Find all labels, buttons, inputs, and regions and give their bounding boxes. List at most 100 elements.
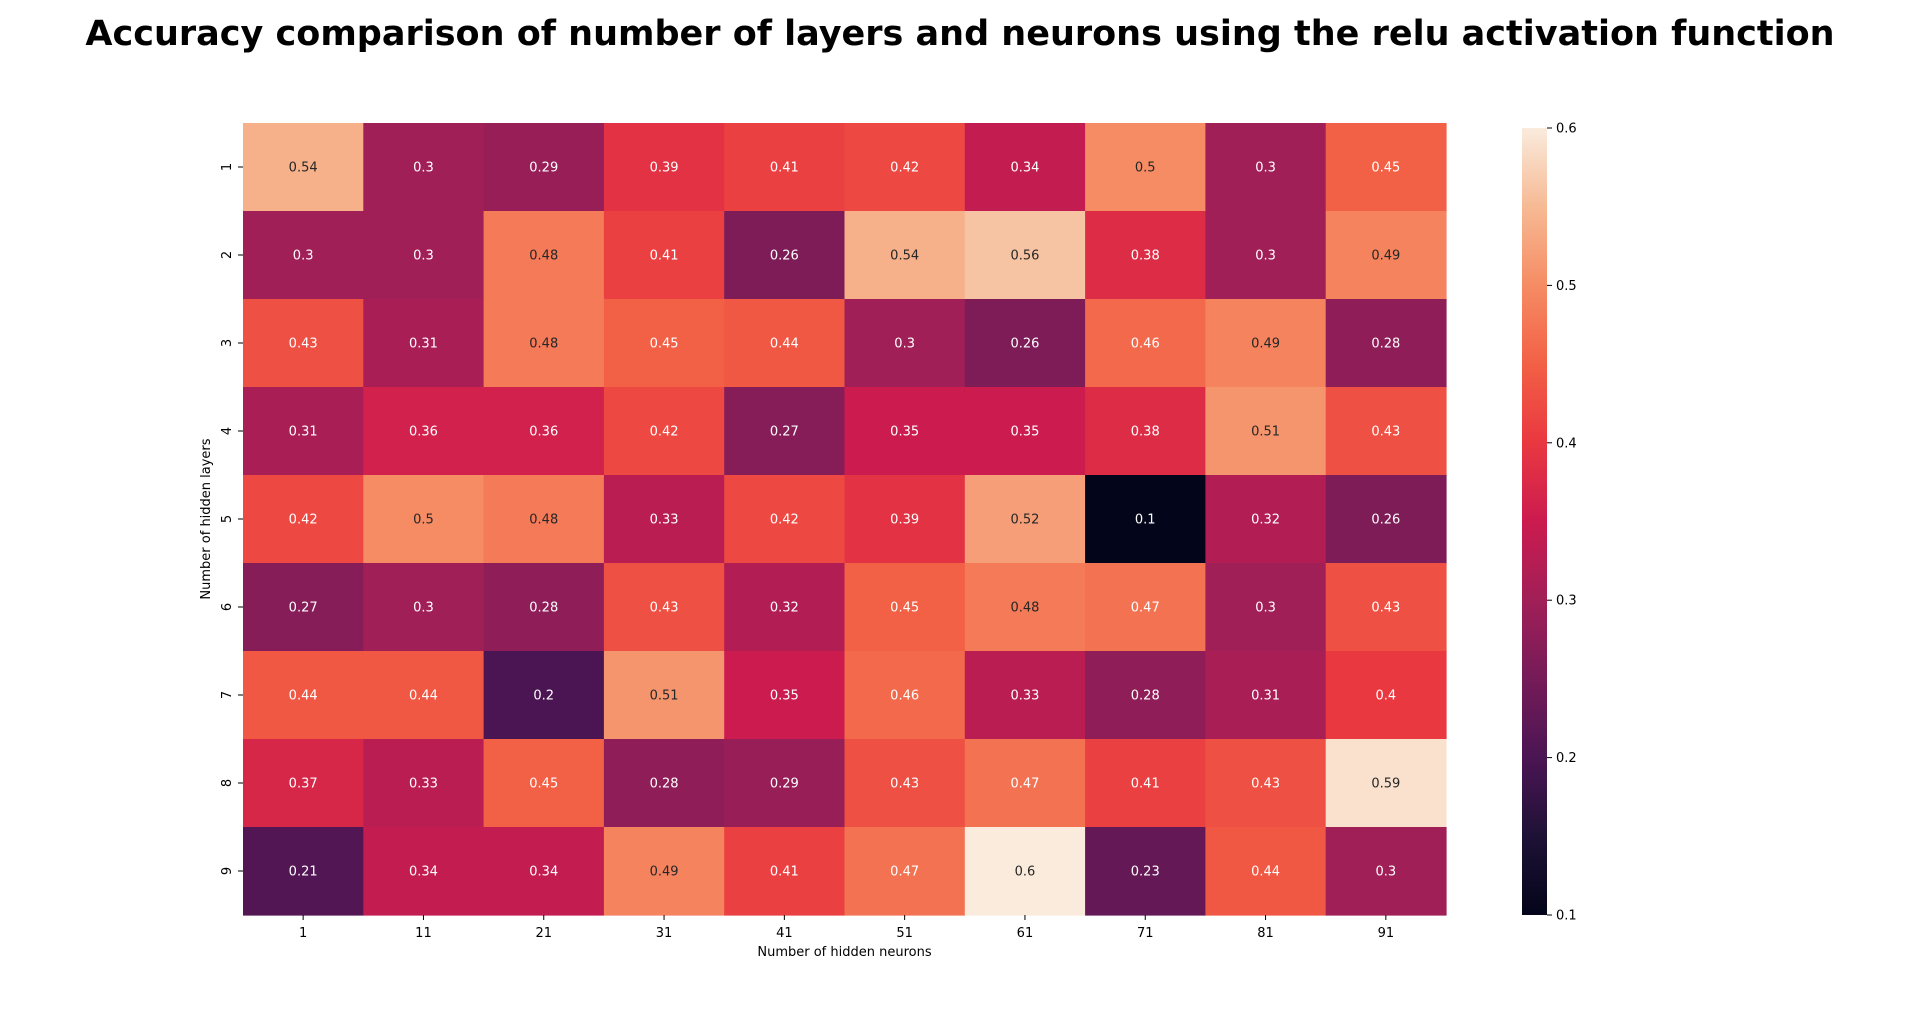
heatmap-cell (243, 651, 364, 740)
heatmap-cell (724, 651, 846, 740)
heatmap-cell (243, 563, 364, 652)
cell-value-label: 0.5 (1135, 161, 1156, 176)
cell-value-label: 0.38 (1131, 425, 1160, 440)
heatmap-cell (243, 387, 364, 476)
heatmap-cell (243, 123, 364, 212)
cell-value-label: 0.3 (894, 337, 915, 352)
x-tick-label: 31 (656, 926, 673, 941)
heatmap-cell (243, 739, 364, 828)
heatmap-cell (1205, 475, 1327, 564)
cell-value-label: 0.38 (1131, 249, 1160, 264)
heatmap-cell (363, 827, 485, 916)
heatmap-cell (603, 123, 725, 212)
cell-value-label: 0.46 (890, 689, 919, 704)
heatmap-cell (243, 299, 364, 388)
heatmap-cell (1205, 827, 1327, 916)
heatmap-cell (363, 299, 485, 388)
heatmap-cell (603, 563, 725, 652)
y-axis-label: Number of hidden layers (199, 438, 214, 599)
cell-value-label: 0.42 (650, 425, 679, 440)
cell-value-label: 0.27 (289, 601, 318, 616)
heatmap-cell (964, 475, 1086, 564)
cell-value-label: 0.49 (1251, 337, 1280, 352)
cell-value-label: 0.46 (1131, 337, 1160, 352)
x-tick-label: 61 (1017, 926, 1034, 941)
colorbar-tick-label: 0.2 (1556, 751, 1577, 766)
cell-value-label: 0.51 (1251, 425, 1280, 440)
cell-value-label: 0.32 (770, 601, 799, 616)
cell-value-label: 0.52 (1010, 513, 1039, 528)
cell-value-label: 0.33 (409, 777, 438, 792)
heatmap-cell (844, 739, 966, 828)
cell-value-label: 0.42 (890, 161, 919, 176)
colorbar-tick-label: 0.4 (1556, 436, 1577, 451)
cell-value-label: 0.33 (650, 513, 679, 528)
cell-value-label: 0.31 (1251, 689, 1280, 704)
heatmap-cell (1325, 299, 1447, 388)
y-tick-label: 5 (220, 515, 235, 523)
heatmap-cell (1325, 563, 1447, 652)
cell-value-label: 0.6 (1015, 865, 1036, 880)
cell-value-label: 0.26 (1010, 337, 1039, 352)
cell-value-label: 0.27 (770, 425, 799, 440)
heatmap-cell (1325, 387, 1447, 476)
heatmap-cell (1205, 563, 1327, 652)
heatmap-cell (1325, 211, 1447, 300)
heatmap-cell (724, 211, 846, 300)
heatmap-cell (1205, 123, 1327, 212)
heatmap-cell (603, 387, 725, 476)
cell-value-label: 0.29 (529, 161, 558, 176)
cell-value-label: 0.49 (650, 865, 679, 880)
cell-value-label: 0.44 (289, 689, 318, 704)
heatmap-cell (964, 563, 1086, 652)
heatmap-cell (483, 563, 605, 652)
heatmap-cell (363, 651, 485, 740)
cell-value-label: 0.48 (529, 337, 558, 352)
heatmap-cell (1325, 739, 1447, 828)
heatmap-cell (1085, 827, 1206, 916)
cell-value-label: 0.41 (650, 249, 679, 264)
colorbar-gradient (1522, 128, 1547, 915)
cell-value-label: 0.47 (1131, 601, 1160, 616)
heatmap-cell (603, 739, 725, 828)
cell-value-label: 0.26 (1371, 513, 1400, 528)
heatmap-cell (1205, 739, 1327, 828)
heatmap-cell (1325, 827, 1447, 916)
heatmap-cell (603, 827, 725, 916)
heatmap-cell (844, 827, 966, 916)
cell-value-label: 0.34 (1010, 161, 1039, 176)
heatmap-cell (483, 739, 605, 828)
heatmap-cell (844, 563, 966, 652)
heatmap-cell (1205, 387, 1327, 476)
heatmap-cell (483, 651, 605, 740)
chart-title: Accuracy comparison of number of layers … (85, 14, 1835, 54)
x-axis: 1 11 21 31 41 51 61 71 81 91 (299, 915, 1394, 941)
heatmap-cell (724, 123, 846, 212)
cell-value-label: 0.44 (1251, 865, 1280, 880)
cell-value-label: 0.23 (1131, 865, 1160, 880)
cell-value-label: 0.1 (1135, 513, 1156, 528)
cell-value-label: 0.26 (770, 249, 799, 264)
heatmap-cell (844, 123, 966, 212)
y-tick-label: 6 (220, 603, 235, 611)
colorbar-tick-label: 0.5 (1556, 279, 1577, 294)
heatmap-cell (1085, 123, 1206, 212)
cell-value-label: 0.3 (1376, 865, 1397, 880)
heatmap-cell (243, 475, 364, 564)
heatmap-cell (363, 387, 485, 476)
y-tick-label: 3 (220, 339, 235, 347)
cell-value-label: 0.59 (1371, 777, 1400, 792)
x-tick-label: 81 (1257, 926, 1274, 941)
heatmap-cell (844, 651, 966, 740)
heatmap-cell (724, 739, 846, 828)
cell-value-label: 0.34 (409, 865, 438, 880)
cell-value-label: 0.41 (1131, 777, 1160, 792)
heatmap-cell (964, 827, 1086, 916)
heatmap-cell (363, 563, 485, 652)
heatmap-cell (964, 651, 1086, 740)
heatmap-cell (844, 211, 966, 300)
heatmap-cell (483, 123, 605, 212)
y-tick-label: 2 (220, 251, 235, 259)
cell-value-label: 0.47 (1010, 777, 1039, 792)
heatmap-cell (483, 387, 605, 476)
